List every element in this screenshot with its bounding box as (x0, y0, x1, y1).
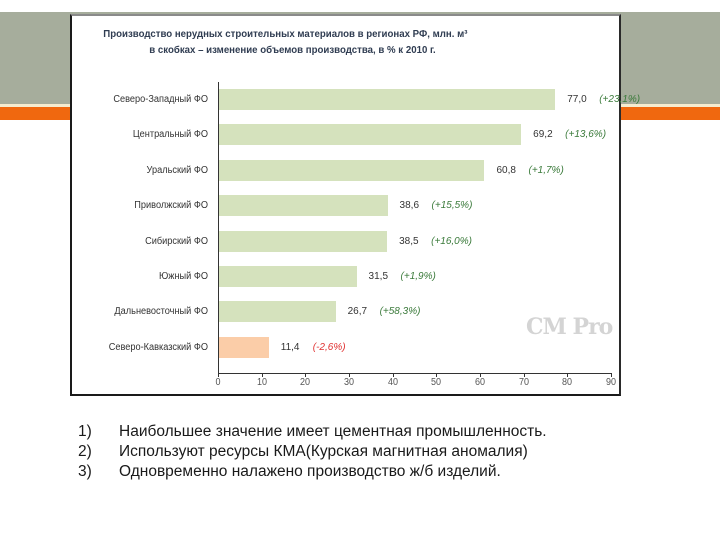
bar (219, 336, 269, 358)
x-tick (261, 373, 263, 377)
category-label: Северо-Кавказский ФО (108, 341, 208, 353)
change-label: (+13,6%) (565, 129, 607, 141)
x-tick (392, 373, 394, 377)
category-label: Южный ФО (159, 271, 208, 282)
note-number: 2) (78, 443, 92, 460)
x-tick-label: 10 (256, 377, 267, 388)
value-label: 26,7 (347, 306, 368, 318)
note-text: Наибольшее значение имеет цементная пром… (119, 423, 547, 440)
value-label: 11,4 (280, 341, 300, 353)
value-label: 69,2 (533, 129, 553, 141)
chart-subtitle: в скобках – изменение объемов производст… (149, 44, 436, 56)
x-tick-label: 60 (474, 377, 486, 388)
x-tick-label: 80 (562, 377, 573, 388)
category-label: Сибирский ФО (145, 235, 208, 247)
note-text: Используют ресурсы КМА(Курская магнитная… (119, 443, 528, 460)
category-label: Северо-Западный ФО (113, 94, 208, 105)
bar (219, 195, 388, 217)
x-tick (305, 373, 307, 377)
x-tick (436, 373, 438, 377)
bar (219, 159, 485, 181)
y-axis-line (218, 82, 219, 374)
change-label: (-2,6%) (312, 341, 346, 353)
x-tick (218, 373, 219, 377)
x-tick-label: 30 (343, 377, 355, 388)
x-tick (611, 373, 612, 377)
category-label: Дальневосточный ФО (114, 306, 208, 318)
x-axis-line (218, 373, 612, 374)
category-label: Уральский ФО (146, 164, 208, 176)
cm-pro-watermark: CM Pro (526, 314, 613, 340)
bar (219, 301, 336, 323)
chart-title: Производство нерудных строительных матер… (103, 28, 468, 40)
note-number: 1) (78, 423, 92, 440)
change-label: (+58,3%) (379, 306, 421, 318)
change-label: (+1,7%) (528, 164, 564, 176)
change-label: (+16,0%) (431, 235, 472, 247)
x-tick-label: 50 (431, 377, 442, 388)
bar (219, 230, 388, 252)
category-label: Центральный ФО (132, 129, 208, 141)
note-text: Одновременно налажено производство ж/б и… (119, 463, 501, 480)
x-tick (480, 373, 481, 377)
x-tick (349, 373, 350, 377)
x-tick (567, 373, 569, 377)
value-label: 38,6 (399, 200, 420, 212)
change-label: (+15,5%) (431, 200, 473, 212)
bar (219, 266, 357, 287)
bar (219, 89, 556, 110)
x-tick-label: 20 (300, 377, 311, 388)
category-label: Приволжский ФО (134, 200, 208, 212)
change-label: (+23,1%) (599, 94, 641, 105)
x-tick (523, 373, 525, 377)
note-number: 3) (78, 463, 92, 480)
x-tick-label: 90 (605, 377, 617, 388)
chart-image: Производство нерудных строительных матер… (70, 14, 640, 396)
x-tick-label: 70 (518, 377, 529, 388)
value-label: 31,5 (368, 271, 389, 282)
value-label: 60,8 (496, 164, 516, 176)
value-label: 77,0 (567, 94, 587, 105)
bar (219, 124, 522, 146)
value-label: 38,5 (399, 235, 419, 247)
x-tick-label: 40 (387, 377, 398, 388)
x-tick-label: 0 (215, 377, 221, 388)
change-label: (+1,9%) (400, 271, 436, 282)
bar-plot-area: Северо-Западный ФО 77,0 (+23,1%) Центральны… (72, 16, 640, 394)
